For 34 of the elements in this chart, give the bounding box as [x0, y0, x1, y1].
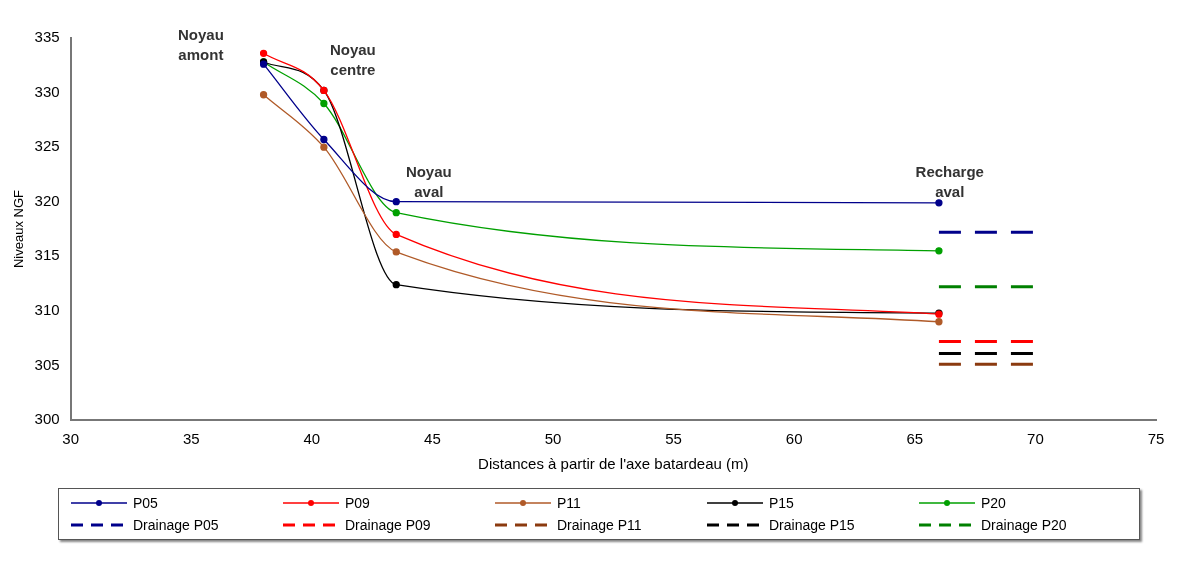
annotation: Recharge aval — [915, 163, 984, 201]
y-tick-label: 325 — [34, 137, 60, 155]
x-tick-label: 70 — [1027, 430, 1044, 448]
legend-label: P15 — [769, 495, 794, 511]
y-axis-title: Niveaux NGF — [11, 189, 27, 269]
legend-label: Drainage P20 — [981, 517, 1067, 533]
x-tick-label: 30 — [62, 430, 79, 448]
legend-label: Drainage P05 — [133, 517, 219, 533]
x-tick-label: 50 — [544, 430, 562, 448]
y-tick-label: 335 — [34, 28, 60, 46]
y-tick-label: 330 — [34, 82, 60, 100]
y-tick-label: 300 — [34, 410, 60, 428]
annotation: Noyau aval — [405, 163, 452, 201]
x-tick-label: 40 — [303, 430, 321, 448]
x-tick-label: 75 — [1147, 430, 1165, 448]
legend-label: P05 — [133, 495, 158, 511]
x-axis-title: Distances à partir de l'axe batardeau (m) — [478, 455, 749, 473]
x-tick-label: 45 — [424, 430, 441, 448]
legend-label: P11 — [557, 495, 581, 511]
y-tick-label: 320 — [34, 191, 60, 209]
x-tick-label: 35 — [182, 430, 200, 448]
legend-label: P20 — [981, 495, 1006, 511]
x-tick-label: 65 — [906, 430, 924, 448]
annotation: Noyau centre — [329, 41, 376, 79]
x-tick-label: 55 — [665, 430, 682, 448]
legend-label: Drainage P15 — [769, 517, 855, 533]
y-tick-label: 310 — [34, 301, 60, 318]
legend-label: Drainage P09 — [345, 517, 431, 533]
x-tick-label: 60 — [785, 430, 803, 448]
legend-label: Drainage P11 — [557, 517, 642, 533]
legend-label: P09 — [345, 495, 370, 511]
annotation: Noyau amont — [177, 25, 224, 63]
y-tick-label: 315 — [34, 246, 60, 264]
y-tick-label: 305 — [34, 355, 60, 373]
